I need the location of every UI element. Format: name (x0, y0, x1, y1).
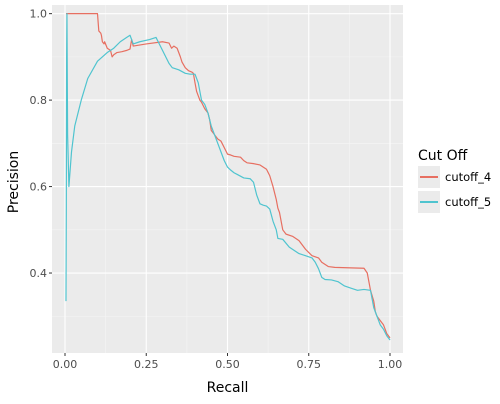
y-tick-label: 1.0 (30, 8, 48, 21)
series-layer (65, 13, 391, 341)
series-line-cutoff_4 (65, 13, 391, 339)
y-axis-title: Precision (6, 151, 22, 213)
legend-label-cutoff_5: cutoff_5 (445, 195, 491, 209)
x-axis-title: Recall (207, 380, 249, 396)
x-tick-label: 0.50 (215, 358, 240, 371)
grid-major (52, 5, 403, 353)
x-tick-label: 0.00 (53, 358, 78, 371)
x-tick-label: 1.00 (378, 358, 403, 371)
x-axis-ticks: 0.00 0.25 0.50 0.75 1.00 (53, 353, 403, 371)
x-tick-label: 0.25 (134, 358, 159, 371)
legend-title: Cut Off (418, 148, 468, 164)
legend-label-cutoff_4: cutoff_4 (445, 170, 491, 184)
x-tick-label: 0.75 (297, 358, 322, 371)
y-tick-label: 0.4 (30, 267, 48, 280)
y-tick-label: 0.6 (30, 181, 48, 194)
y-tick-label: 0.8 (30, 94, 48, 107)
y-axis-ticks: 0.4 0.6 0.8 1.0 (30, 8, 52, 280)
legend: Cut Off cutoff_4 cutoff_5 (418, 148, 491, 213)
series-line-cutoff_5 (65, 13, 391, 341)
